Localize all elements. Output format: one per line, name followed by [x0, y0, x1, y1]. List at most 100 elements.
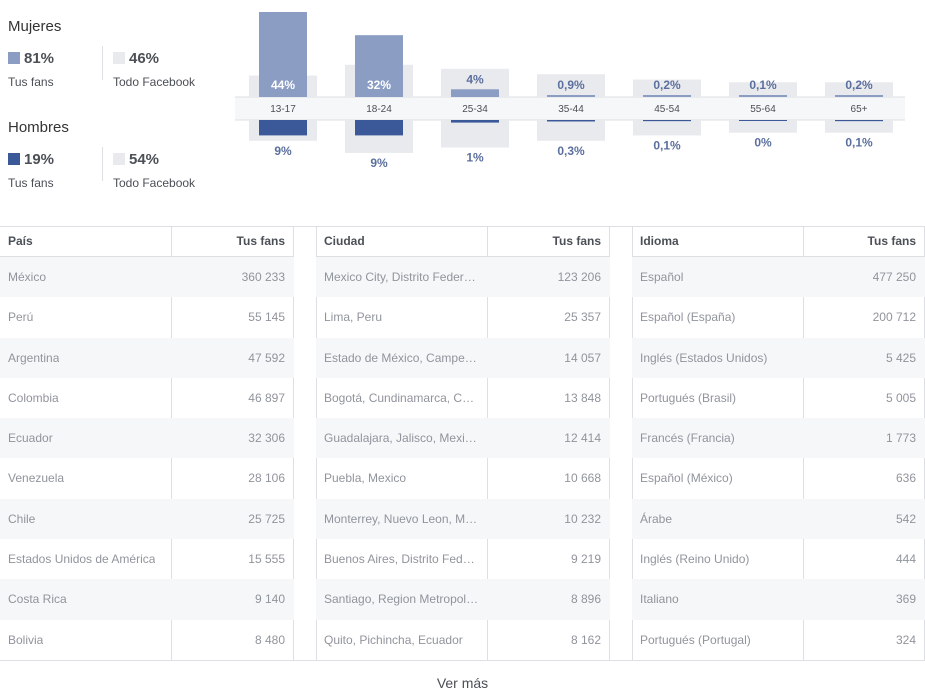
women-bar	[451, 89, 499, 97]
age-label: 25-34	[462, 104, 488, 115]
women-divider	[102, 46, 103, 80]
women-value-label: 44%	[271, 78, 295, 92]
table-row: Estado de México, Campe… 14 057	[316, 337, 610, 378]
table-row: Mexico City, Distrito Feder… 123 206	[316, 257, 610, 298]
men-fans-label: Tus fans	[8, 176, 54, 190]
table-row: Estados Unidos de América 15 555	[0, 539, 294, 579]
facebook-men-bar	[825, 120, 893, 133]
fans-count: 123 206	[557, 270, 601, 284]
country-name: Estados Unidos de América	[8, 552, 156, 567]
language-name: Portugués (Brasil)	[640, 390, 737, 405]
facebook-women-bar	[537, 74, 605, 97]
fans-count: 10 232	[564, 511, 601, 526]
fans-count: 360 233	[241, 270, 285, 284]
fans-count: 12 414	[564, 431, 601, 446]
table-header: Idioma Tus fans	[632, 227, 925, 257]
city-name: Mexico City, Distrito Feder…	[324, 270, 476, 284]
women-value-label: 0,9%	[557, 78, 585, 92]
table-row: Portugués (Brasil) 5 005	[632, 378, 925, 418]
language-name: Español (España)	[640, 310, 736, 325]
women-facebook-stat: 46% Todo Facebook	[113, 50, 195, 89]
country-name: Costa Rica	[8, 592, 67, 607]
women-fb-label: Todo Facebook	[113, 75, 196, 89]
men-bar	[259, 120, 307, 136]
men-value-label: 1%	[466, 151, 484, 165]
fans-count: 25 725	[248, 511, 285, 526]
women-value-label: 0,1%	[749, 78, 777, 92]
age-gender-chart: 13-17 44% 9% 18-24 32% 9% 25-34 4% 1% 35-44 0,9% 0,…	[235, 12, 905, 170]
facebook-women-bar	[825, 82, 893, 97]
women-value-label: 4%	[466, 72, 484, 86]
women-bar	[355, 35, 403, 97]
table-row: Ecuador 32 306	[0, 418, 294, 459]
fans-column-header[interactable]: Tus fans	[867, 234, 916, 248]
women-fb-pct: 46%	[129, 50, 160, 67]
table-header: País Tus fans	[0, 227, 294, 257]
fans-count: 324	[895, 632, 916, 647]
see-more-button[interactable]: Ver más	[436, 675, 489, 691]
women-title: Mujeres	[8, 18, 62, 35]
fans-count: 444	[895, 552, 916, 567]
table-row: Costa Rica 9 140	[0, 579, 294, 620]
men-bar	[547, 120, 595, 122]
fans-count: 200 712	[872, 310, 916, 325]
fans-count: 55 145	[248, 310, 285, 325]
men-bar	[643, 120, 691, 122]
men-bar	[739, 120, 787, 121]
facebook-swatch	[113, 153, 125, 165]
language-name: Árabe	[640, 511, 673, 526]
men-title: Hombres	[8, 119, 69, 136]
table-row: Inglés (Estados Unidos) 5 425	[632, 337, 925, 378]
table-row: Inglés (Reino Unido) 444	[632, 539, 925, 579]
city-name: Monterrey, Nuevo Leon, M…	[324, 511, 478, 526]
age-label: 65+	[851, 104, 868, 115]
facebook-men-bar	[441, 120, 509, 148]
table-row: Monterrey, Nuevo Leon, M… 10 232	[316, 498, 610, 540]
women-bar	[739, 95, 787, 97]
women-fans-stat: 81% Tus fans	[8, 50, 54, 89]
facebook-men-bar	[729, 120, 797, 133]
language-column-header[interactable]: Idioma	[640, 234, 679, 248]
men-value-label: 0%	[754, 136, 772, 150]
women-bar	[835, 95, 883, 97]
country-name: México	[8, 270, 47, 284]
table-row: Bogotá, Cundinamarca, C… 13 848	[316, 378, 610, 418]
age-label: 18-24	[366, 104, 392, 115]
fans-count: 5 005	[885, 390, 916, 405]
table-row: Español 477 250	[632, 257, 925, 298]
men-bar	[355, 120, 403, 136]
city-name: Buenos Aires, Distrito Fed…	[324, 552, 475, 567]
men-value-label: 0,1%	[653, 138, 681, 152]
fans-count: 9 219	[570, 552, 601, 567]
fans-count: 10 668	[564, 471, 601, 486]
men-value-label: 9%	[370, 156, 388, 170]
fans-column-header[interactable]: Tus fans	[552, 234, 601, 248]
women-swatch	[8, 52, 20, 64]
facebook-women-bar	[633, 79, 701, 97]
language-table: Idioma Tus fans Español 477 250 Español (Esp…	[632, 227, 925, 660]
table-row: Español (España) 200 712	[632, 297, 925, 337]
table-row: Buenos Aires, Distrito Fed… 9 219	[316, 539, 610, 579]
city-column-header[interactable]: Ciudad	[324, 234, 365, 248]
fans-count: 8 480	[254, 632, 285, 647]
table-row: México 360 233	[0, 257, 294, 298]
table-row: Santiago, Region Metropol… 8 896	[316, 579, 610, 620]
fans-count: 477 250	[872, 270, 916, 284]
table-body: Mexico City, Distrito Feder… 123 206 Lima,…	[316, 257, 610, 660]
men-value-label: 9%	[274, 144, 292, 158]
country-name: Ecuador	[8, 431, 53, 446]
language-name: Portugués (Portugal)	[640, 632, 751, 647]
women-bar	[643, 95, 691, 97]
age-label: 45-54	[654, 104, 680, 115]
fans-column-header[interactable]: Tus fans	[236, 234, 285, 248]
language-name: Español	[640, 270, 684, 284]
city-name: Quito, Pichincha, Ecuador	[324, 632, 463, 647]
table-row: Chile 25 725	[0, 498, 294, 540]
language-name: Francés (Francia)	[640, 431, 735, 446]
tables-section: País Tus fans México 360 233 Perú 55 145 Argen…	[0, 226, 925, 660]
women-fans-pct: 81%	[24, 50, 55, 67]
fans-count: 28 106	[248, 471, 285, 486]
table-row: Portugués (Portugal) 324	[632, 620, 925, 660]
city-name: Estado de México, Campe…	[324, 350, 477, 365]
country-column-header[interactable]: País	[8, 234, 33, 248]
